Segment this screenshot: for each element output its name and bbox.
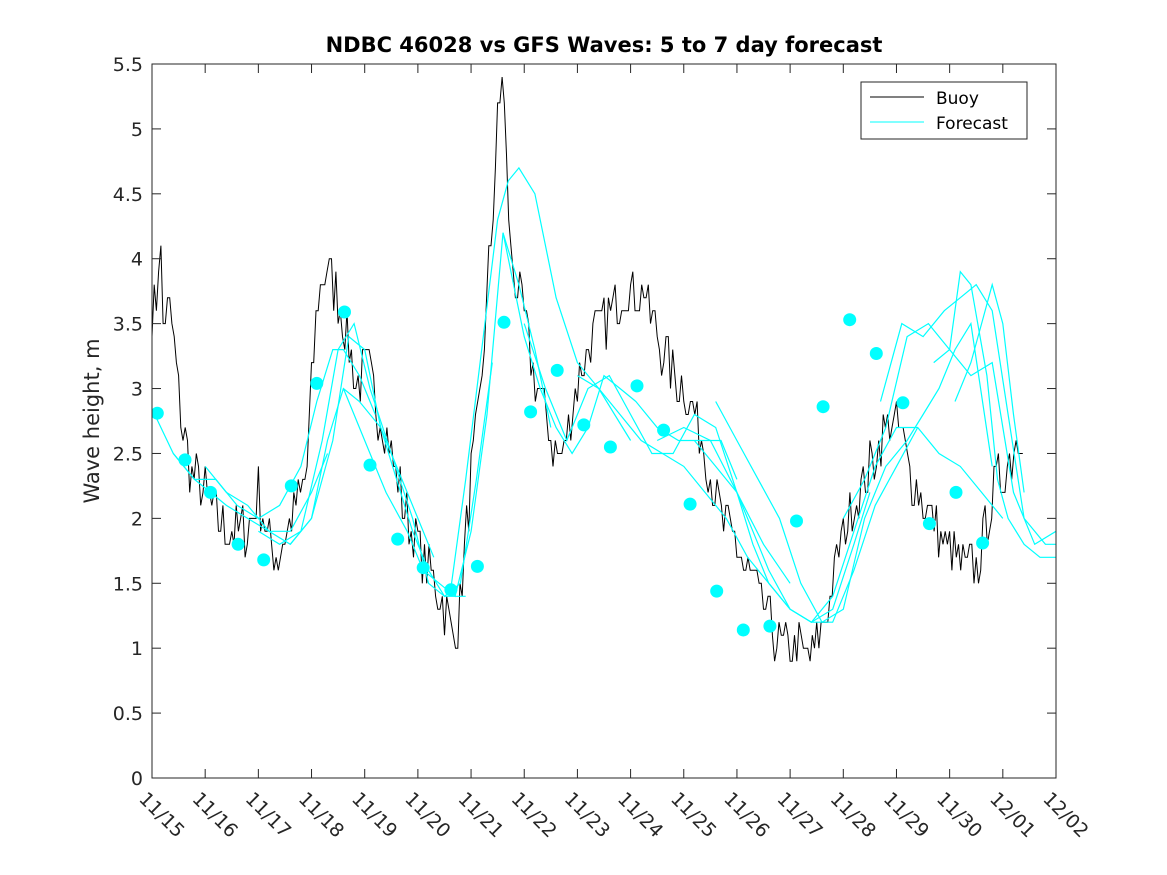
forecast-marker — [231, 537, 245, 551]
forecast-marker — [869, 347, 883, 360]
forecast-marker — [976, 536, 990, 550]
y-tick-label: 5 — [131, 119, 143, 141]
forecast-marker — [284, 479, 298, 493]
forecast-marker — [577, 418, 591, 432]
forecast-marker — [363, 458, 377, 472]
forecast-marker — [949, 485, 963, 499]
forecast-series-line-17 — [954, 282, 1025, 493]
forecast-marker — [338, 305, 351, 319]
y-tick-labels: 0 0.5 1 1.5 2 2.5 3 3.5 4 4.5 5 5.5 — [113, 54, 143, 790]
y-tick-label: 0 — [131, 768, 143, 790]
forecast-series-line-7 — [449, 166, 632, 597]
forecast-marker — [922, 517, 936, 531]
y-tick-label: 0.5 — [113, 703, 143, 725]
forecast-marker — [178, 453, 192, 467]
y-tick-label: 2 — [131, 508, 143, 530]
y-tick-label: 3 — [131, 379, 143, 401]
forecast-series-line-4 — [258, 322, 466, 597]
forecast-marker — [603, 440, 617, 454]
forecast-marker — [790, 514, 803, 528]
y-tick-label: 1 — [131, 638, 143, 660]
forecast-series-line-10 — [577, 375, 871, 623]
forecast-marker — [683, 497, 697, 511]
y-tick-label: 3.5 — [113, 314, 143, 336]
forecast-series-line-3 — [204, 387, 435, 558]
forecast-marker — [843, 313, 857, 327]
forecast-marker — [416, 561, 430, 575]
forecast-marker — [391, 532, 405, 546]
forecast-marker — [444, 583, 458, 597]
forecast-marker — [152, 406, 164, 420]
forecast-marker — [630, 379, 644, 393]
legend-box — [860, 81, 1028, 140]
forecast-marker — [816, 400, 830, 414]
chart-title: NDBC 46028 vs GFS Waves: 5 to 7 day fore… — [326, 33, 883, 57]
y-tick-label: 5.5 — [113, 54, 143, 76]
y-tick-label: 4 — [131, 249, 143, 271]
forecast-marker — [310, 376, 324, 390]
forecast-marker — [524, 405, 538, 419]
forecast-series-line-6 — [342, 232, 552, 598]
forecast-series-line-12 — [693, 426, 1004, 623]
forecast-marker — [657, 423, 671, 437]
forecast-series-line-13 — [715, 321, 993, 624]
forecast-series-line-16 — [933, 270, 1056, 558]
forecast-series-line-5 — [289, 335, 493, 598]
forecast-series-line-8 — [502, 232, 738, 480]
forecast-marker — [470, 559, 484, 573]
forecast-marker — [763, 619, 777, 633]
plot-area — [152, 76, 1056, 662]
forecast-marker — [204, 485, 217, 499]
legend-forecast-label: Forecast — [936, 114, 1008, 134]
y-tick-label: 2.5 — [113, 443, 143, 465]
y-tick-label: 4.5 — [113, 184, 143, 206]
legend-buoy-label: Buoy — [936, 89, 979, 109]
y-axis-label: Wave height, m — [80, 338, 104, 503]
forecast-marker — [710, 584, 724, 598]
forecast-marker — [550, 363, 564, 377]
forecast-marker — [736, 623, 750, 637]
plot-frame — [151, 63, 1057, 779]
y-tick-label: 1.5 — [113, 573, 143, 595]
forecast-series-line-15 — [879, 283, 1056, 545]
legend: Buoy Forecast — [860, 81, 1028, 140]
forecast-marker — [497, 315, 511, 329]
buoy-series-line — [152, 76, 1023, 662]
forecast-marker — [896, 396, 910, 410]
forecast-marker — [257, 553, 271, 567]
